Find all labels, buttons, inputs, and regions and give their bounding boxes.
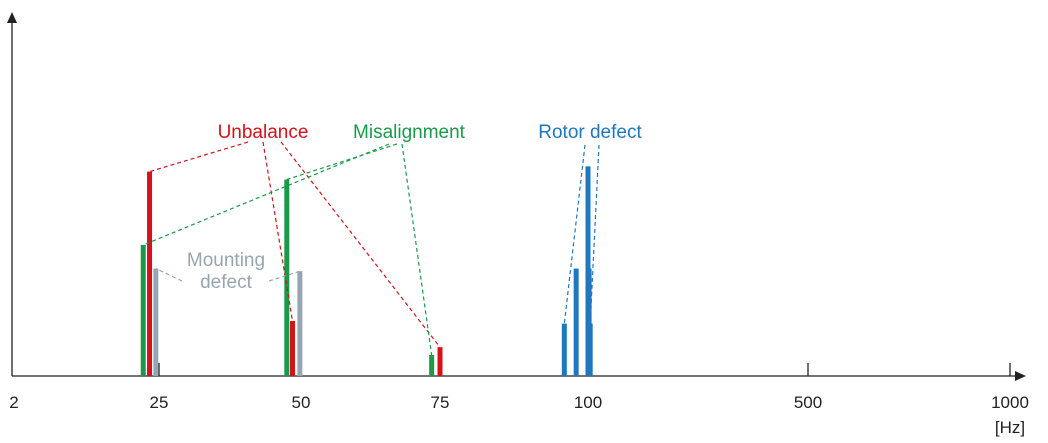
chart-bar bbox=[587, 323, 593, 376]
callout-leader-line bbox=[262, 141, 294, 322]
callout-label-line: Rotor defect bbox=[538, 122, 642, 143]
x-unit-label: [Hz] bbox=[995, 418, 1025, 437]
callout-leader-line bbox=[589, 144, 600, 324]
x-tick-label: 50 bbox=[292, 393, 311, 412]
chart-bar bbox=[140, 245, 146, 376]
callout-label-line: Mounting bbox=[187, 250, 265, 271]
x-tick-label: 2 bbox=[9, 393, 18, 412]
callout-leader-line bbox=[280, 141, 441, 348]
x-tick-label: 100 bbox=[574, 393, 602, 412]
callout-leader-line bbox=[286, 143, 398, 181]
chart-bar bbox=[573, 268, 579, 376]
x-tick-label: 25 bbox=[150, 393, 169, 412]
chart-bar bbox=[586, 268, 592, 376]
callout-leader-line bbox=[155, 268, 183, 282]
callout-leader-line bbox=[401, 143, 433, 356]
y-axis-arrow-icon bbox=[7, 12, 17, 23]
chart-bar bbox=[561, 323, 567, 376]
x-axis-arrow-icon bbox=[1015, 371, 1026, 381]
callout-label-line: Misalignment bbox=[353, 122, 466, 143]
callout-leader-line bbox=[143, 143, 390, 246]
chart-bar bbox=[147, 171, 153, 376]
callout-leader-line bbox=[149, 141, 249, 173]
callout-label-line: defect bbox=[200, 272, 252, 293]
chart-bar bbox=[289, 320, 295, 376]
callout-label: Rotor defect bbox=[538, 122, 642, 143]
chart-bar bbox=[437, 347, 443, 376]
chart-bar bbox=[153, 268, 159, 376]
x-tick-label: 500 bbox=[794, 393, 822, 412]
x-tick-label: 1000 bbox=[991, 393, 1029, 412]
chart-bar bbox=[429, 355, 435, 376]
callout-label: Misalignment bbox=[353, 122, 466, 143]
chart-bar bbox=[297, 271, 303, 376]
chart-bar bbox=[284, 179, 290, 376]
callout-label: Unbalance bbox=[218, 122, 309, 143]
callout-label: Mounting defect bbox=[187, 250, 265, 293]
callout-label-line: Unbalance bbox=[218, 122, 309, 143]
callout-leader-line bbox=[268, 270, 301, 282]
callout-leader-line bbox=[563, 144, 586, 324]
x-tick-label: 75 bbox=[431, 393, 450, 412]
